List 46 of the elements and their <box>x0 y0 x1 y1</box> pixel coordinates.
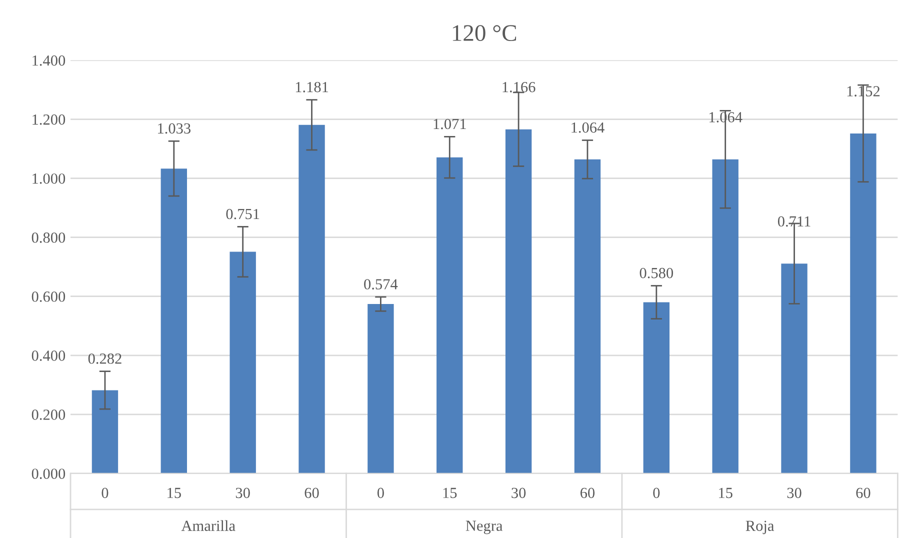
bar <box>368 304 394 474</box>
data-label: 1.033 <box>158 123 190 134</box>
y-tick-label: 0.600 <box>32 292 66 302</box>
chart-title: 120 °C <box>452 25 516 42</box>
y-tick-label: 0.400 <box>32 350 66 361</box>
x-tick-label: 60 <box>304 488 319 498</box>
bar <box>230 252 256 474</box>
y-tick-label: 0.000 <box>32 468 66 479</box>
x-tick-label: 60 <box>580 488 595 498</box>
y-tick-label: 0.200 <box>32 410 66 420</box>
bar <box>781 264 808 474</box>
bar <box>298 124 325 474</box>
text: Amarilla <box>181 520 236 531</box>
y-tick-label: 0.800 <box>32 232 66 243</box>
x-tick-label: 15 <box>168 488 181 498</box>
bar <box>92 390 118 474</box>
data-label: 0.282 <box>88 353 122 364</box>
text: Negra <box>466 520 503 534</box>
bar <box>574 159 601 474</box>
x-tick-label: 0 <box>653 488 660 498</box>
data-label: 0.751 <box>226 208 260 220</box>
data-label: 0.711 <box>778 216 810 227</box>
x-tick-label: 30 <box>787 488 802 498</box>
bar <box>712 159 738 474</box>
x-tick-label: 0 <box>377 488 384 498</box>
bar <box>505 129 532 474</box>
x-tick-label: 60 <box>856 488 870 498</box>
data-label: 0.580 <box>640 268 674 278</box>
bar <box>850 133 876 474</box>
bar <box>160 168 188 474</box>
bar <box>436 157 463 474</box>
data-label: 1.071 <box>434 118 466 130</box>
data-label: 1.064 <box>572 122 604 133</box>
y-tick-label: 1.400 <box>32 55 66 66</box>
x-tick-label: 15 <box>443 488 457 498</box>
x-tick-label: 15 <box>719 488 732 498</box>
x-tick-label: 0 <box>102 488 108 498</box>
data-label: 1.166 <box>502 82 536 92</box>
x-tick-label: 30 <box>236 488 250 498</box>
bar <box>643 302 670 474</box>
data-label: 1.181 <box>296 82 328 92</box>
y-tick-label: 1.200 <box>32 114 66 125</box>
text: Roja <box>746 520 774 534</box>
data-label: 0.574 <box>364 279 398 290</box>
x-tick-label: 30 <box>512 488 526 498</box>
y-tick-label: 1.000 <box>32 173 66 184</box>
